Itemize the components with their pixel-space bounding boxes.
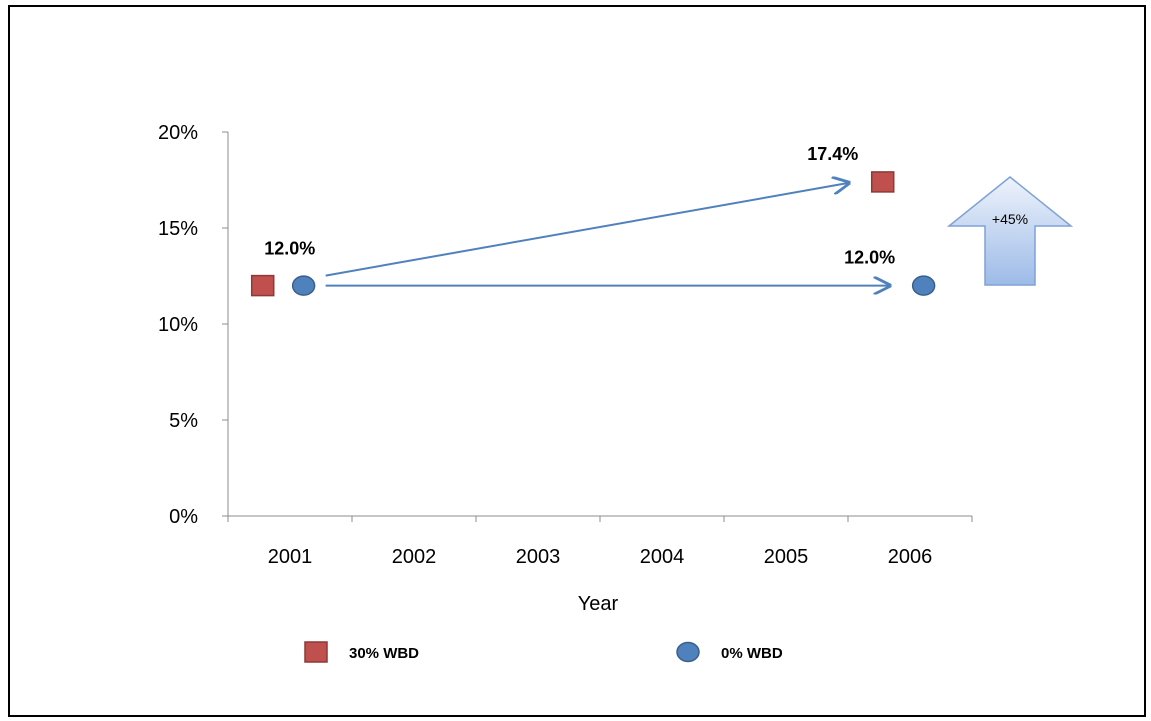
callout-label: +45%	[992, 211, 1028, 227]
data-points	[250, 171, 936, 297]
data-point-circle	[291, 275, 316, 296]
data-point-square	[250, 274, 275, 297]
legend-label: 30% WBD	[349, 645, 419, 662]
data-label: 17.4%	[807, 144, 858, 164]
legend-square-icon	[304, 641, 328, 663]
data-labels: 12.0% 17.4% 12.0%	[264, 144, 895, 268]
chart-axes	[227, 132, 972, 517]
chart-frame	[8, 5, 1146, 717]
trend-arrows	[325, 183, 890, 286]
x-tick-label: 2003	[516, 546, 561, 568]
x-tick-label: 2006	[888, 546, 933, 568]
increase-callout: +45%	[946, 176, 1074, 286]
y-axis-ticks: 0% 5% 10% 15% 20%	[158, 122, 228, 528]
chart-legend: 30% WBD 0% WBD	[304, 641, 783, 663]
up-arrow-callout-icon	[946, 176, 1074, 286]
data-label: 12.0%	[264, 239, 315, 259]
data-label: 12.0%	[844, 248, 895, 268]
trend-arrow	[325, 183, 849, 277]
x-tick-label: 2004	[640, 546, 685, 568]
x-tick-label: 2002	[392, 546, 437, 568]
y-tick-label: 10%	[158, 314, 198, 336]
y-tick-label: 5%	[169, 410, 198, 432]
y-tick-label: 20%	[158, 122, 198, 144]
data-point-square	[870, 171, 895, 193]
y-tick-label: 15%	[158, 218, 198, 240]
x-tick-label: 2001	[268, 546, 313, 568]
x-tick-label: 2005	[764, 546, 809, 568]
x-axis-ticks: 2001 2002 2003 2004 2005 2006	[227, 516, 973, 568]
y-tick-label: 0%	[169, 506, 198, 528]
legend-circle-icon	[676, 641, 700, 663]
data-point-circle	[911, 275, 936, 296]
legend-label: 0% WBD	[721, 645, 783, 662]
x-axis-title: Year	[578, 593, 619, 615]
